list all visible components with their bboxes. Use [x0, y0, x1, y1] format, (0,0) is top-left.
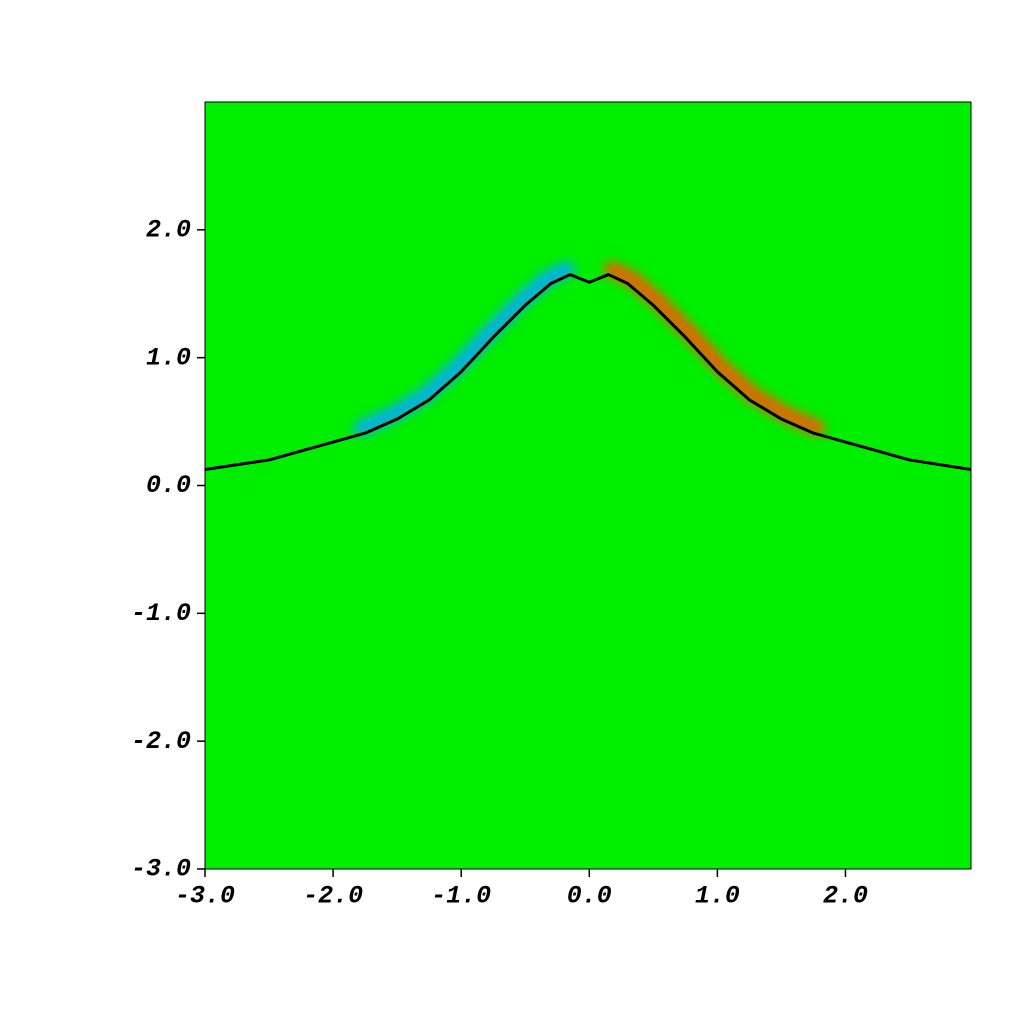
x-tick-label: -3.0 [175, 882, 235, 911]
curve [204, 273, 972, 472]
y-tick-label: 2.0 [146, 215, 191, 244]
glow-band [353, 261, 575, 437]
y-tick-label: -1.0 [131, 599, 191, 628]
y-tick-label: -3.0 [131, 855, 191, 884]
x-tick-label: 0.0 [567, 882, 612, 911]
y-tick-label: -2.0 [131, 727, 191, 756]
y-tick-label: 0.0 [146, 471, 191, 500]
x-tick-label: -1.0 [431, 882, 491, 911]
plot-background [205, 102, 971, 869]
x-tick-label: 2.0 [823, 882, 868, 911]
glow-band [603, 261, 825, 437]
y-tick-label: 1.0 [146, 343, 191, 372]
x-tick-label: 1.0 [695, 882, 740, 911]
x-tick-label: -2.0 [303, 882, 363, 911]
